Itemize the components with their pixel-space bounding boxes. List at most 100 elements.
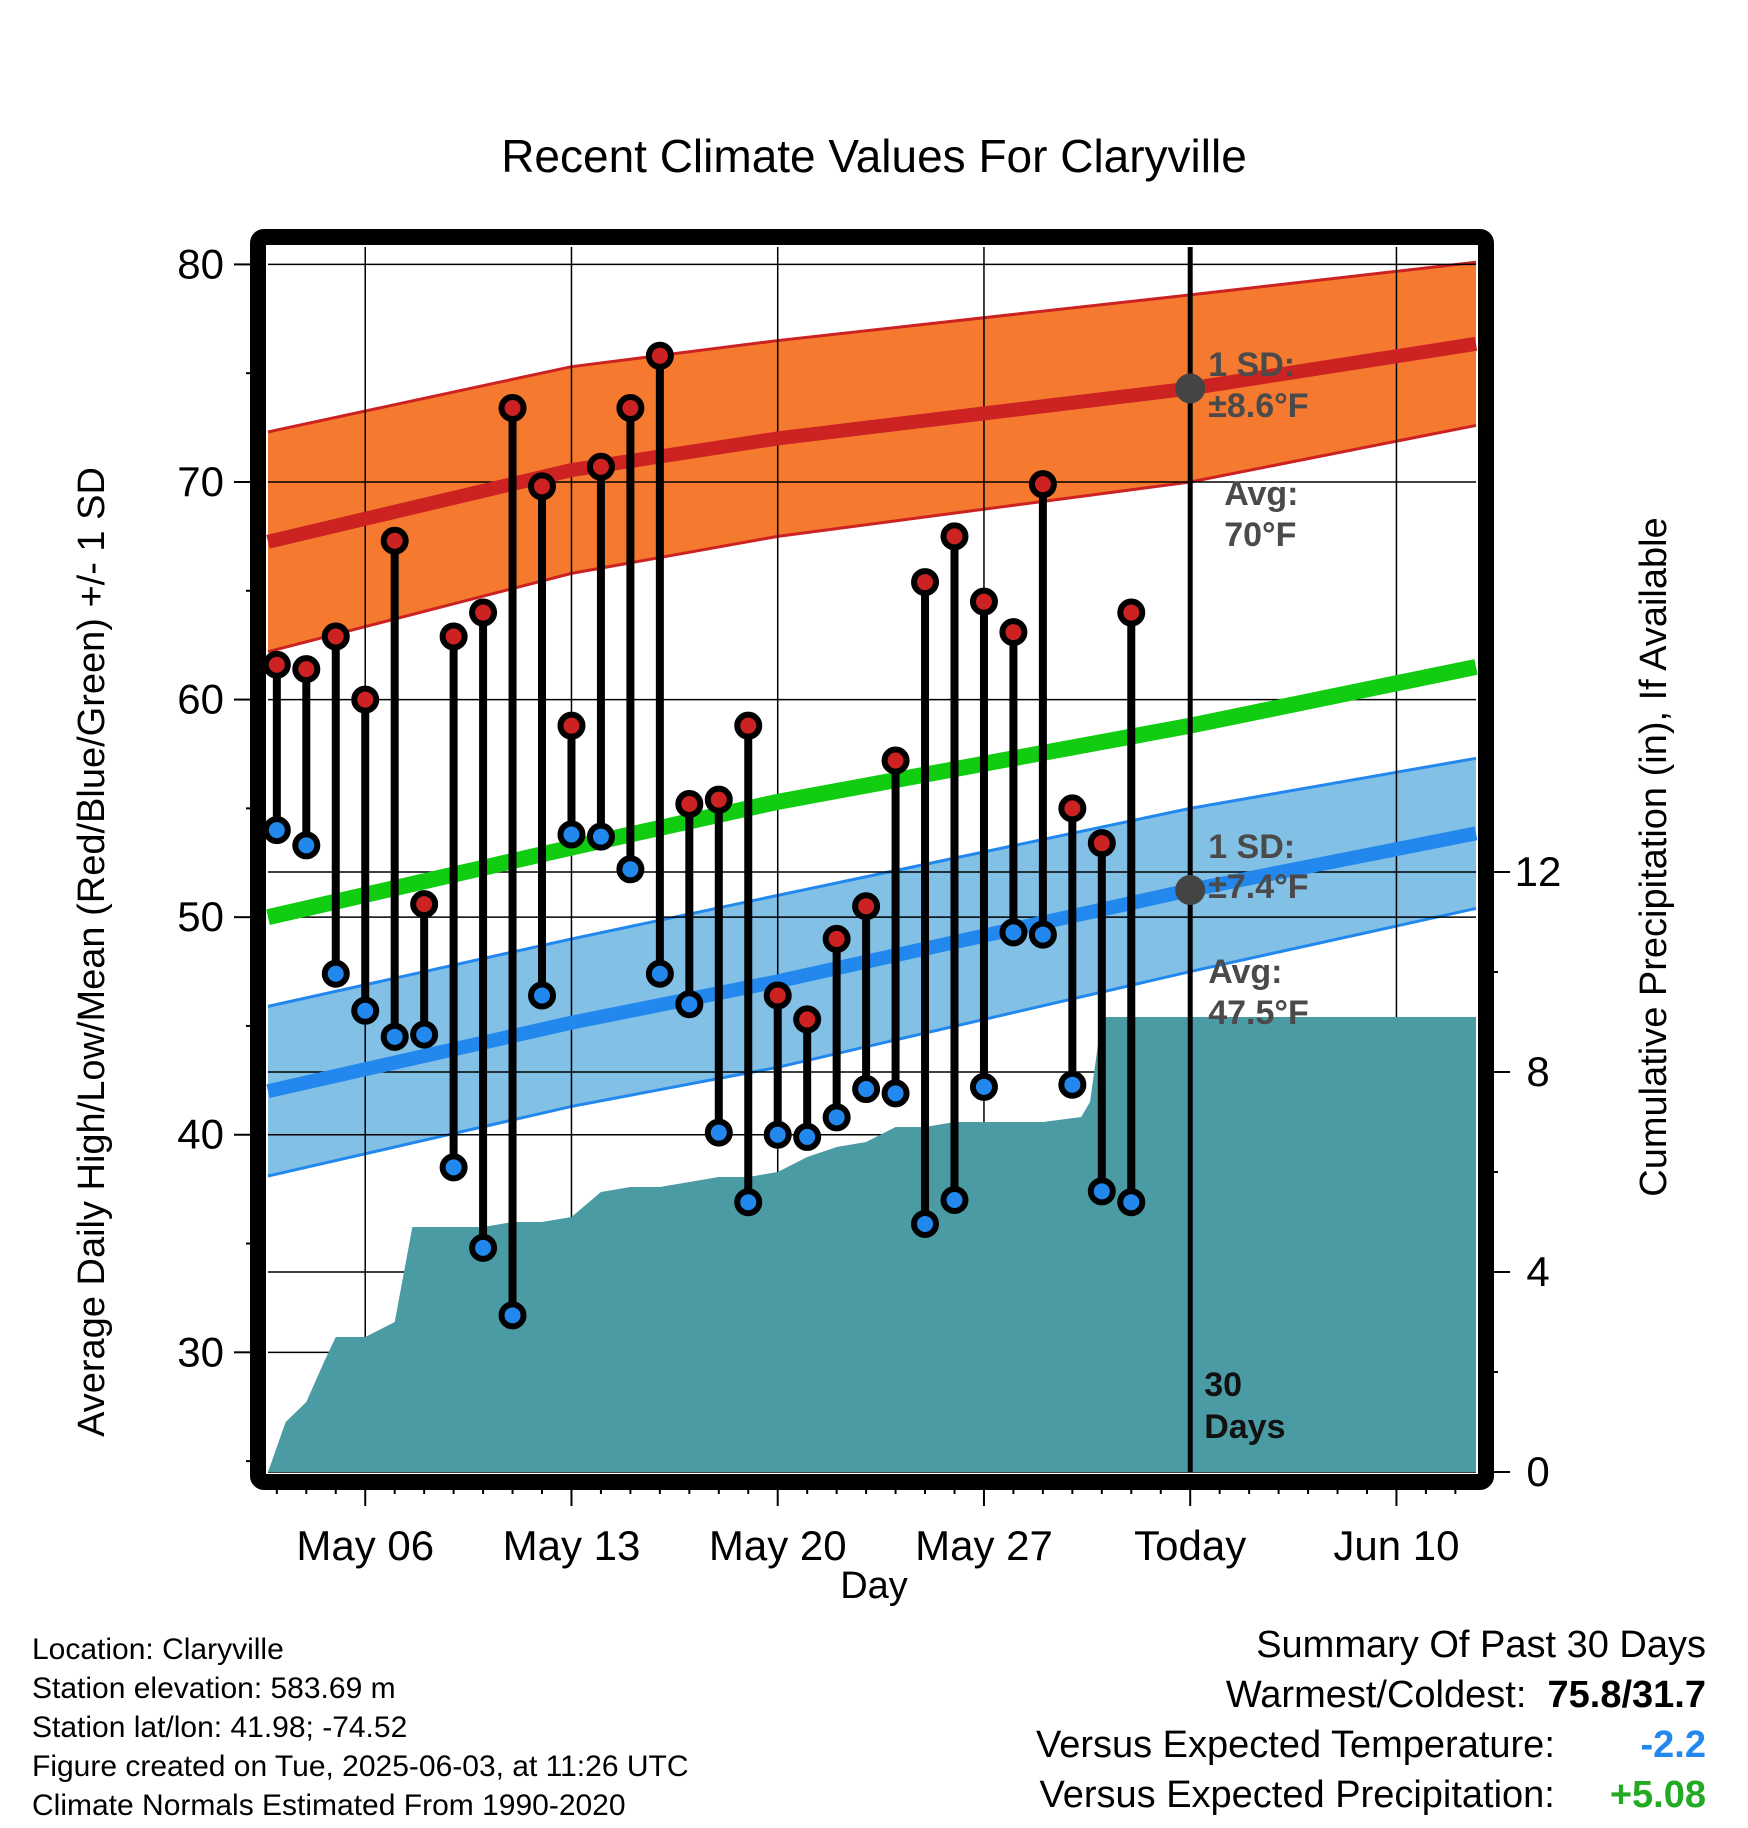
daily-high-point: [763, 981, 792, 1010]
daily-low-point: [763, 1120, 792, 1149]
daily-range-bars: [272, 355, 1136, 1316]
daily-low-point: [410, 1020, 439, 1049]
daily-low-point: [586, 822, 615, 851]
y2-tick-label-8: 8: [1526, 1048, 1549, 1095]
summary-precip-row: Versus Expected Precipitation: +5.08: [1036, 1770, 1706, 1820]
y2-tick-label-12: 12: [1515, 848, 1562, 895]
summary-temp-label: Versus Expected Temperature:: [1035, 1724, 1555, 1766]
normal-low-line: [266, 826, 1478, 1099]
daily-high-point: [999, 618, 1028, 647]
daily-low-point: [911, 1209, 940, 1238]
low-sd-value: ±7.4°F: [1208, 868, 1308, 906]
daily-low-point: [734, 1188, 763, 1217]
daily-high-point: [321, 622, 350, 651]
today-high-avg-marker: [1175, 373, 1206, 404]
low-avg-value: 47.5°F: [1208, 994, 1309, 1032]
daily-low-point: [675, 990, 704, 1019]
info-normals: Climate Normals Estimated From 1990-2020: [32, 1789, 626, 1822]
high-avg-value: 70°F: [1224, 516, 1296, 554]
daily-high-point: [881, 746, 910, 775]
station-info: Location: Claryville Station elevation: …: [32, 1630, 689, 1825]
daily-high-point: [380, 526, 409, 555]
daily-low-point: [852, 1075, 881, 1104]
summary-precip-label: Versus Expected Precipitation:: [1039, 1774, 1555, 1816]
daily-low-point: [999, 918, 1028, 947]
daily-low-point: [469, 1233, 498, 1262]
x-tick-label-34: Today: [1134, 1522, 1246, 1569]
y-axis-label: Average Daily High/Low/Mean (Red/Blue/Gr…: [71, 467, 113, 1437]
daily-low-point: [822, 1103, 851, 1132]
daily-high-point: [969, 587, 998, 616]
daily-high-point: [292, 655, 321, 684]
daily-high-point: [940, 522, 969, 551]
high-sd-label: 1 SD:: [1208, 346, 1295, 384]
daily-high-point: [911, 568, 940, 597]
x-axis-label: Day: [840, 1565, 908, 1607]
daily-low-point: [380, 1022, 409, 1051]
daily-high-point: [793, 1005, 822, 1034]
high-sd-value: ±8.6°F: [1208, 387, 1308, 425]
info-created: Figure created on Tue, 2025-06-03, at 11…: [32, 1750, 689, 1783]
period-unit: Days: [1204, 1408, 1285, 1446]
daily-high-point: [498, 394, 527, 423]
daily-high-point: [1117, 598, 1146, 627]
daily-high-point: [439, 622, 468, 651]
daily-low-point: [292, 831, 321, 860]
summary-warmest-label: Warmest/Coldest:: [1225, 1674, 1527, 1716]
period-number: 30: [1204, 1366, 1242, 1404]
x-tick-label-20: May 20: [709, 1522, 847, 1569]
daily-low-point: [616, 855, 645, 884]
y-tick-label-80: 80: [177, 240, 224, 287]
daily-low-point: [528, 981, 557, 1010]
daily-low-point: [793, 1122, 822, 1151]
daily-high-point: [1028, 470, 1057, 499]
plot-border: [250, 229, 1494, 1490]
y-tick-label-60: 60: [177, 676, 224, 723]
daily-high-point: [822, 924, 851, 953]
y-tick-label-50: 50: [177, 893, 224, 940]
high-avg-label: Avg:: [1224, 475, 1298, 513]
daily-high-point: [586, 452, 615, 481]
info-latlon: Station lat/lon: 41.98; -74.52: [32, 1711, 408, 1744]
axes: 30 40 50 60 70 80 0 4 8 12 May 06 May 13 May 20 May 2…: [177, 240, 1561, 1569]
daily-low-point: [351, 996, 380, 1025]
normal-high-band-fill: [268, 262, 1476, 652]
daily-low-point: [439, 1153, 468, 1182]
daily-low-point: [1058, 1070, 1087, 1099]
daily-high-point: [1087, 829, 1116, 858]
precip-cumulative-area: [268, 1017, 1476, 1472]
daily-low-point: [321, 959, 350, 988]
low-sd-label: 1 SD:: [1208, 828, 1295, 866]
y-tick-label-40: 40: [177, 1111, 224, 1158]
x-tick-label-27: May 27: [915, 1522, 1053, 1569]
daily-low-point: [1087, 1177, 1116, 1206]
daily-low-point: [645, 959, 674, 988]
daily-low-point: [557, 820, 586, 849]
summary-warmest-value: 75.8/31.7: [1547, 1674, 1706, 1716]
y2-tick-label-0: 0: [1526, 1448, 1549, 1495]
daily-low-point: [969, 1072, 998, 1101]
x-tick-label-41: Jun 10: [1333, 1522, 1459, 1569]
daily-low-point: [498, 1301, 527, 1330]
daily-low-point: [1028, 920, 1057, 949]
daily-high-point: [645, 341, 674, 370]
y-tick-label-30: 30: [177, 1328, 224, 1375]
daily-low-point: [704, 1118, 733, 1147]
summary-precip-value: +5.08: [1609, 1774, 1706, 1816]
x-tick-label-6: May 06: [296, 1522, 434, 1569]
daily-high-point: [410, 890, 439, 919]
daily-low-point: [1117, 1188, 1146, 1217]
info-elevation: Station elevation: 583.69 m: [32, 1672, 396, 1705]
y-tick-label-70: 70: [177, 458, 224, 505]
summary-heading: Summary Of Past 30 Days: [1256, 1624, 1706, 1666]
daily-high-point: [734, 711, 763, 740]
info-location: Location: Claryville: [32, 1633, 284, 1666]
normal-mean-line: [266, 659, 1478, 925]
daily-high-point: [852, 892, 881, 921]
daily-high-point: [557, 711, 586, 740]
daily-high-point: [351, 685, 380, 714]
x-tick-label-13: May 13: [503, 1522, 641, 1569]
daily-high-point: [675, 790, 704, 819]
climate-chart: Recent Climate Values For Claryville 30 4…: [71, 130, 1675, 1607]
